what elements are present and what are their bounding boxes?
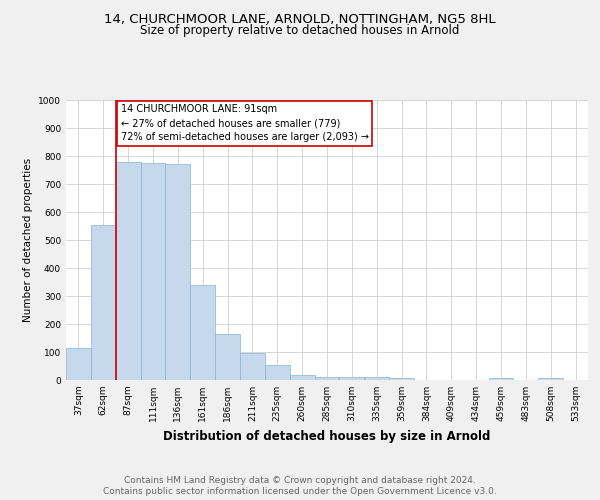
Bar [215, 334, 240, 380]
Y-axis label: Number of detached properties: Number of detached properties [23, 158, 32, 322]
Bar [364, 378, 389, 380]
Text: 14 CHURCHMOOR LANE: 91sqm
← 27% of detached houses are smaller (779)
72% of semi: 14 CHURCHMOOR LANE: 91sqm ← 27% of detac… [121, 104, 368, 142]
Text: Size of property relative to detached houses in Arnold: Size of property relative to detached ho… [140, 24, 460, 37]
X-axis label: Distribution of detached houses by size in Arnold: Distribution of detached houses by size … [163, 430, 491, 442]
Text: Contains public sector information licensed under the Open Government Licence v3: Contains public sector information licen… [103, 487, 497, 496]
Bar [240, 353, 265, 380]
Bar [340, 378, 364, 380]
Bar [314, 376, 340, 380]
Bar [140, 163, 166, 380]
Bar [190, 285, 215, 380]
Bar [389, 378, 414, 380]
Bar [538, 378, 563, 380]
Text: Contains HM Land Registry data © Crown copyright and database right 2024.: Contains HM Land Registry data © Crown c… [124, 476, 476, 485]
Text: 14, CHURCHMOOR LANE, ARNOLD, NOTTINGHAM, NG5 8HL: 14, CHURCHMOOR LANE, ARNOLD, NOTTINGHAM,… [104, 12, 496, 26]
Bar [66, 348, 91, 380]
Bar [91, 225, 116, 380]
Bar [290, 375, 314, 380]
Bar [265, 365, 290, 380]
Bar [116, 162, 140, 380]
Bar [166, 164, 190, 380]
Bar [488, 378, 514, 380]
